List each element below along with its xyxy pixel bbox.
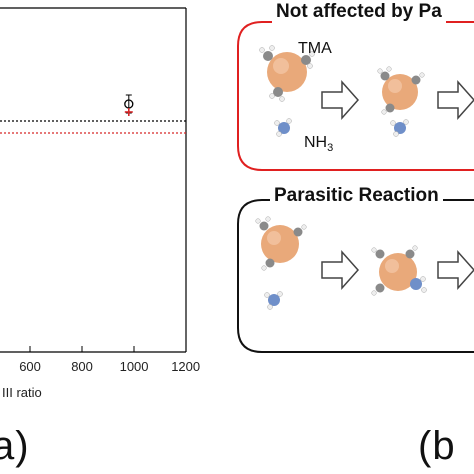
schematic-svg	[237, 21, 474, 353]
box-not-affected	[237, 21, 474, 171]
arrow-right-icon	[321, 80, 360, 120]
nh3-molecule-icon	[390, 119, 409, 137]
nh3-label-text: NH	[304, 134, 328, 151]
x-tick-label: 600	[19, 359, 41, 374]
arrow-right-icon	[437, 80, 474, 120]
arrow-right-icon	[437, 250, 474, 290]
tma-molecule-icon	[259, 45, 315, 102]
data-points	[124, 94, 134, 116]
nh3-label-subscript: 3	[327, 142, 334, 155]
x-tick-label: 1000	[119, 359, 149, 374]
tma-nh3-adduct-icon	[371, 245, 427, 296]
panel-letter-b: (b	[418, 424, 456, 468]
tma-molecule-icon	[377, 66, 425, 115]
panel-letter-a: a)	[0, 424, 30, 468]
nh3-molecule-icon	[274, 118, 292, 137]
nh3-label: NH3	[304, 134, 333, 154]
arrow-right-icon	[321, 250, 360, 290]
x-ticks	[29, 346, 187, 352]
x-tick-label: 1200	[171, 359, 201, 374]
x-axis-label: III ratio	[2, 385, 42, 400]
tma-label: TMA	[298, 40, 332, 57]
data-point	[124, 108, 133, 116]
x-tick-label: 800	[71, 359, 93, 374]
nh3-molecule-icon	[264, 291, 283, 310]
reference-lines	[0, 120, 186, 134]
box-parasitic	[237, 199, 474, 353]
box-not-affected-title: Not affected by Pa	[272, 1, 446, 23]
box-parasitic-title: Parasitic Reaction	[270, 185, 443, 207]
tma-molecule-icon	[255, 216, 307, 271]
chart-svg	[0, 7, 187, 353]
